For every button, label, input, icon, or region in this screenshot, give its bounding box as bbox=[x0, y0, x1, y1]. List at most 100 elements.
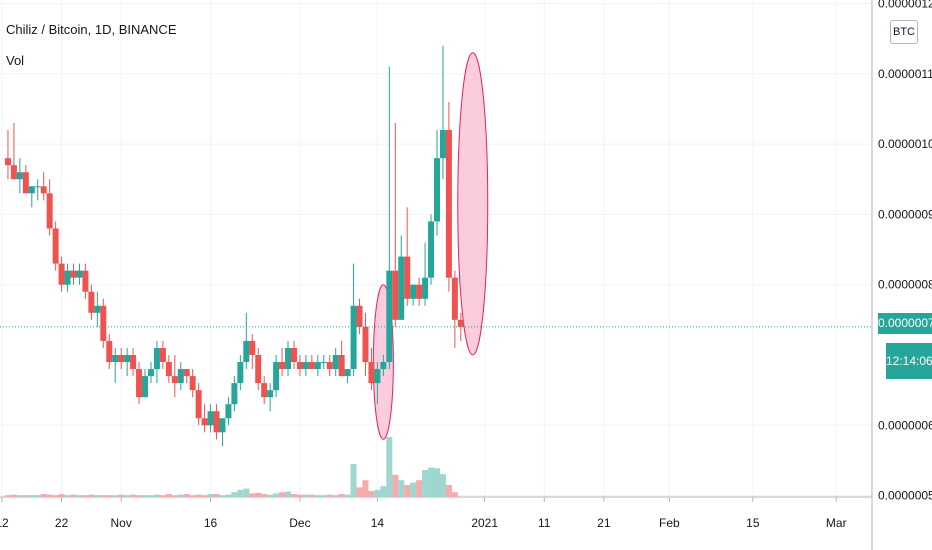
candle-body bbox=[451, 277, 458, 320]
candle-body bbox=[231, 383, 238, 405]
volume-bar bbox=[94, 495, 101, 497]
volume-bar bbox=[16, 495, 23, 497]
volume-bar bbox=[439, 474, 446, 497]
y-tick-label: 0.00000050 bbox=[878, 489, 932, 503]
candle-body bbox=[16, 172, 23, 180]
candle-body bbox=[64, 270, 71, 285]
candle-body bbox=[177, 369, 184, 384]
currency-button[interactable]: BTC bbox=[890, 20, 918, 44]
volume-bar bbox=[273, 493, 280, 497]
candle-body bbox=[112, 355, 119, 363]
volume-bar bbox=[255, 492, 262, 497]
volume-bar bbox=[22, 495, 29, 497]
candle-body bbox=[439, 130, 446, 159]
volume-bar bbox=[153, 494, 160, 497]
candle-body bbox=[404, 256, 411, 299]
candle-body bbox=[183, 369, 190, 377]
volume-bar bbox=[416, 480, 423, 497]
volume-bar bbox=[392, 474, 399, 497]
volume-bar bbox=[58, 494, 65, 497]
volume-bar bbox=[368, 491, 375, 497]
candle-body bbox=[392, 270, 399, 320]
candle-body bbox=[374, 369, 381, 384]
volume-bar bbox=[82, 495, 89, 497]
candle-body bbox=[52, 228, 59, 264]
candle-body bbox=[4, 158, 11, 166]
candle-body bbox=[356, 305, 363, 327]
candle-body bbox=[350, 305, 357, 370]
candle-body bbox=[344, 369, 351, 377]
volume-bar bbox=[171, 495, 178, 497]
volume-bar bbox=[183, 494, 190, 497]
candle-body bbox=[153, 347, 160, 370]
volume-bar bbox=[159, 495, 166, 497]
candle-body bbox=[332, 355, 339, 370]
candle-body bbox=[159, 347, 166, 363]
candle-body bbox=[422, 277, 429, 299]
candle-body bbox=[338, 355, 345, 377]
volume-bar bbox=[326, 494, 333, 497]
volume-bar bbox=[177, 494, 184, 497]
volume-bar bbox=[52, 495, 59, 497]
volume-bar bbox=[142, 495, 149, 497]
volume-bar bbox=[261, 494, 268, 497]
x-tick-label: Mar bbox=[826, 516, 847, 530]
x-tick-label: 14 bbox=[371, 516, 385, 530]
candle-body bbox=[88, 291, 95, 313]
volume-bar bbox=[308, 494, 315, 497]
candle-body bbox=[267, 390, 274, 398]
volume-bar bbox=[207, 494, 214, 497]
candle-body bbox=[147, 369, 154, 377]
candle-body bbox=[28, 186, 35, 194]
volume-legend[interactable]: Vol bbox=[6, 53, 25, 68]
volume-bar bbox=[76, 495, 83, 497]
candle-body bbox=[70, 270, 77, 278]
candle-body bbox=[290, 347, 297, 363]
volume-bar bbox=[88, 494, 95, 497]
x-tick-label: 12 bbox=[0, 516, 9, 530]
candle-body bbox=[118, 355, 125, 363]
volume-bar bbox=[106, 495, 113, 497]
candle-body bbox=[326, 362, 333, 370]
volume-bar bbox=[332, 495, 339, 497]
x-tick-label: 2021 bbox=[471, 516, 498, 530]
volume-bar bbox=[201, 495, 208, 497]
volume-bar bbox=[267, 494, 274, 497]
symbol-legend[interactable]: Chiliz / Bitcoin, 1D, BINANCE bbox=[6, 22, 177, 37]
volume-bar bbox=[243, 488, 250, 497]
volume-bar bbox=[124, 495, 131, 497]
volume-bar bbox=[4, 495, 11, 497]
candle-body bbox=[130, 355, 137, 370]
candle-body bbox=[445, 130, 452, 278]
candle-body bbox=[302, 362, 309, 370]
volume-bar bbox=[386, 437, 393, 497]
candle-body bbox=[225, 404, 232, 419]
volume-bar bbox=[290, 494, 297, 497]
candle-body bbox=[142, 376, 149, 398]
x-tick-label: Nov bbox=[111, 516, 132, 530]
volume-bar bbox=[195, 494, 202, 497]
volume-bar bbox=[314, 495, 321, 497]
candle-body bbox=[386, 270, 393, 363]
candle-body bbox=[189, 376, 196, 391]
volume-bar bbox=[219, 495, 226, 497]
volume-bar bbox=[34, 495, 41, 497]
candle-body bbox=[368, 362, 375, 384]
last-price-badge: 0.00000074 bbox=[878, 313, 932, 334]
volume-bar bbox=[398, 480, 405, 497]
candle-body bbox=[136, 369, 143, 398]
candle-body bbox=[457, 319, 464, 327]
volume-bar bbox=[380, 486, 387, 497]
candle-body bbox=[314, 362, 321, 370]
candle-body bbox=[410, 284, 417, 299]
candle-body bbox=[398, 256, 405, 320]
volume-bar bbox=[100, 495, 107, 497]
x-tick-label: 11 bbox=[538, 516, 551, 530]
candle-body bbox=[434, 158, 440, 222]
candle-body bbox=[201, 418, 208, 426]
candle-body bbox=[171, 376, 178, 384]
